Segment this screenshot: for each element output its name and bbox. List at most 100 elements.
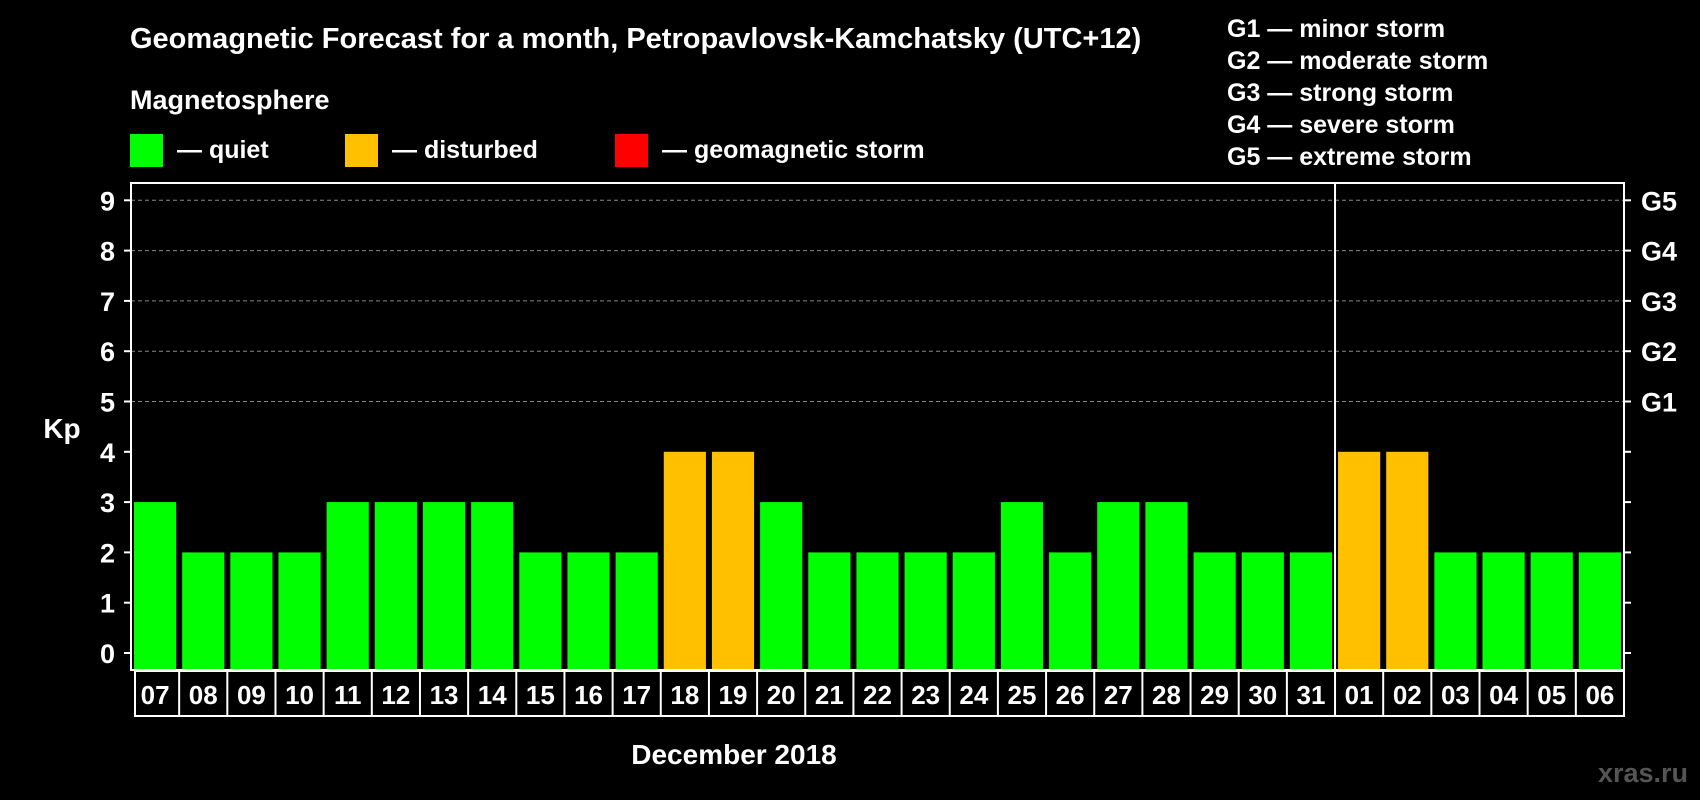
- bar: [1000, 502, 1044, 670]
- day-labels: 07 08 09 10 11 12 13 14 15 16 17 18 19 20 21 22 23 24 25 26…: [134, 670, 1625, 717]
- bar: [760, 502, 803, 670]
- day-row-frame: [134, 670, 1625, 717]
- day-label: 31: [1296, 680, 1325, 710]
- day-label: 28: [1152, 680, 1181, 710]
- legend-label-storm: — geomagnetic storm: [662, 136, 925, 164]
- day-label: 26: [1056, 680, 1085, 710]
- day-label: 22: [863, 680, 892, 710]
- day-label: 30: [1248, 680, 1277, 710]
- y-tick-label: 0: [100, 639, 115, 669]
- g-scale-item-g2: G2 — moderate storm: [1227, 47, 1488, 75]
- day-label: 10: [285, 680, 314, 710]
- day-label: 03: [1441, 680, 1470, 710]
- bar: [1482, 552, 1525, 670]
- g-scale-legend: G1 — minor storm G2 — moderate storm G3 …: [1227, 15, 1488, 171]
- g-scale-item-g4: G4 — severe storm: [1227, 111, 1455, 139]
- day-label: 06: [1585, 680, 1614, 710]
- bar: [1434, 552, 1477, 670]
- legend-swatch-quiet: [130, 134, 163, 167]
- bar: [1530, 552, 1573, 670]
- bar: [1578, 552, 1621, 670]
- g-scale-item-g5: G5 — extreme storm: [1227, 143, 1472, 171]
- day-label: 13: [430, 680, 459, 710]
- y-tick-label: 2: [100, 538, 115, 568]
- bar: [471, 502, 514, 670]
- bar: [1338, 451, 1381, 670]
- grid-lines: [131, 199, 1624, 402]
- day-label: 23: [911, 680, 940, 710]
- bar: [1241, 552, 1284, 670]
- legend: — quiet — disturbed — geomagnetic storm: [130, 134, 925, 167]
- bar: [182, 552, 225, 670]
- bar: [134, 502, 177, 670]
- g-scale-item-g3: G3 — strong storm: [1227, 79, 1453, 107]
- g-level-label: G2: [1641, 337, 1677, 367]
- g-scale-item-g1: G1 — minor storm: [1227, 15, 1445, 43]
- bar: [374, 502, 417, 670]
- legend-label-quiet: — quiet: [177, 136, 269, 164]
- day-label: 05: [1537, 680, 1566, 710]
- y-tick-label: 1: [100, 589, 115, 619]
- day-label: 25: [1008, 680, 1037, 710]
- left-axis-ticks: 0 1 2 3 4 5 6 7 8 9: [100, 186, 1631, 669]
- day-label: 27: [1104, 680, 1133, 710]
- day-label: 09: [237, 680, 266, 710]
- bar: [1145, 502, 1188, 670]
- y-tick-label: 6: [100, 337, 115, 367]
- y-tick-label: 5: [100, 388, 115, 418]
- day-label: 29: [1200, 680, 1229, 710]
- watermark: xras.ru: [1598, 758, 1688, 788]
- bar: [615, 552, 658, 670]
- y-tick-label: 7: [100, 287, 115, 317]
- bar: [808, 552, 851, 670]
- day-label: 12: [381, 680, 410, 710]
- day-label: 04: [1489, 680, 1518, 710]
- bar: [1049, 552, 1092, 670]
- bar: [711, 451, 755, 670]
- x-axis-label: December 2018: [631, 739, 836, 770]
- right-axis-ticks: G1 G2 G3 G4 G5: [1641, 186, 1677, 417]
- day-label: 17: [622, 680, 651, 710]
- y-tick-label: 4: [100, 438, 115, 468]
- bar: [278, 552, 321, 670]
- bar: [1289, 552, 1333, 670]
- bar: [326, 502, 369, 670]
- day-label: 15: [526, 680, 555, 710]
- legend-swatch-disturbed: [345, 134, 378, 167]
- day-label: 01: [1345, 680, 1374, 710]
- bar: [567, 552, 610, 670]
- bar: [422, 502, 466, 670]
- bar: [1193, 552, 1236, 670]
- legend-swatch-storm: [615, 134, 648, 167]
- bars: [134, 451, 1621, 670]
- g-level-label: G4: [1641, 237, 1677, 267]
- day-label: 16: [574, 680, 603, 710]
- legend-title: Magnetosphere: [130, 85, 330, 115]
- g-level-label: G3: [1641, 287, 1677, 317]
- day-label: 21: [815, 680, 844, 710]
- day-label: 19: [719, 680, 748, 710]
- bar: [663, 451, 706, 670]
- bar: [904, 552, 947, 670]
- g-level-label: G1: [1641, 388, 1677, 418]
- legend-label-disturbed: — disturbed: [392, 136, 538, 164]
- day-label: 07: [141, 680, 170, 710]
- chart-title: Geomagnetic Forecast for a month, Petrop…: [130, 23, 1141, 55]
- y-tick-label: 9: [100, 186, 115, 216]
- day-label: 08: [189, 680, 218, 710]
- day-label: 20: [767, 680, 796, 710]
- y-tick-label: 3: [100, 488, 115, 518]
- day-label: 24: [959, 680, 988, 710]
- bar: [230, 552, 273, 670]
- day-label: 11: [334, 680, 362, 710]
- bar: [519, 552, 562, 670]
- y-axis-label: Kp: [43, 413, 80, 444]
- day-label: 18: [670, 680, 699, 710]
- bar: [856, 552, 899, 670]
- bar: [1097, 502, 1140, 670]
- day-label: 14: [478, 680, 507, 710]
- g-level-label: G5: [1641, 186, 1677, 216]
- day-label: 02: [1393, 680, 1422, 710]
- bar: [1386, 451, 1429, 670]
